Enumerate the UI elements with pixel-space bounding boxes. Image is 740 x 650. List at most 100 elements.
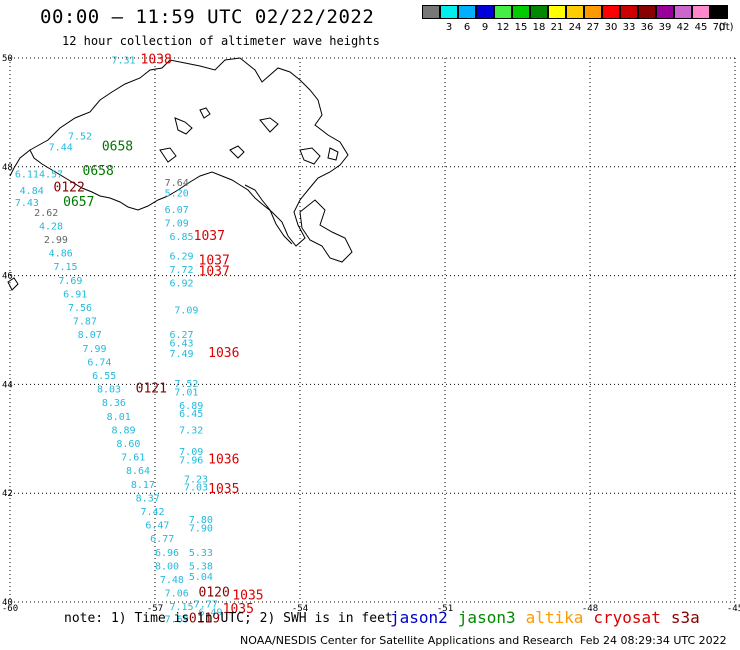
units-note: note: 1) Time is in UTC; 2) SWH is in fe… xyxy=(64,611,393,626)
colorbar-swatch xyxy=(710,5,728,19)
wave-height-label: 6.55 xyxy=(92,371,116,382)
pass-time-label: 1035 xyxy=(223,602,254,617)
wave-height-label: 7.96 xyxy=(179,455,203,466)
colorbar-swatch xyxy=(584,5,602,19)
wave-height-label: 2.99 xyxy=(44,235,68,246)
colorbar-swatch xyxy=(494,5,512,19)
wave-height-label: 7.90 xyxy=(189,523,213,534)
wave-height-label: 4.57 xyxy=(39,170,63,181)
pass-time-label: 1036 xyxy=(208,346,239,361)
wave-height-label: 8.03 xyxy=(97,385,121,396)
coastline-segment xyxy=(29,57,349,247)
colorbar-swatch xyxy=(458,5,476,19)
colorbar-swatch xyxy=(602,5,620,19)
wave-height-label: 6.29 xyxy=(170,251,194,262)
coastline-segment xyxy=(174,117,193,135)
wave-height-label: 7.77 xyxy=(194,599,218,610)
wave-height-label: 6.45 xyxy=(179,409,203,420)
wave-height-label: 7.80 xyxy=(189,515,213,526)
wave-height-label: 6.43 xyxy=(170,338,194,349)
wave-height-label: 8.01 xyxy=(107,412,131,423)
page-title: 00:00 – 11:59 UTC 02/22/2022 xyxy=(40,6,375,28)
lon-tick-label: -54 xyxy=(292,604,308,614)
wave-height-label: 6.91 xyxy=(63,289,87,300)
wave-height-label: 6.27 xyxy=(170,330,194,341)
satellite-legend-jason3: jason3 xyxy=(457,608,516,627)
colorbar-swatch xyxy=(530,5,548,19)
pass-time-label: 1037 xyxy=(194,229,225,244)
wave-height-label: 7.48 xyxy=(160,575,184,586)
wave-height-label: 6.77 xyxy=(150,534,174,545)
wave-height-label: 7.01 xyxy=(174,387,198,398)
wave-height-label: 7.52 xyxy=(174,379,198,390)
pass-time-label: 1036 xyxy=(208,452,239,467)
colorbar-tick-label: 27 xyxy=(586,22,600,33)
wave-height-label: 7.09 xyxy=(179,447,203,458)
pass-time-label: 0658 xyxy=(102,139,133,154)
colorbar-tick-label: 39 xyxy=(658,22,672,33)
wave-height-label: 6.96 xyxy=(155,548,179,559)
wave-height-label: 8.17 xyxy=(131,480,155,491)
pass-time-label: 1035 xyxy=(232,588,263,603)
wave-height-label: 8.89 xyxy=(112,425,136,436)
colorbar-swatch xyxy=(512,5,530,19)
satellite-legend: jason2 jason3 altika cryosat s3a xyxy=(390,608,710,627)
wave-height-label: 7.69 xyxy=(58,276,82,287)
satellite-legend-cryosat: cryosat xyxy=(593,608,661,627)
lon-tick-label: -60 xyxy=(2,604,18,614)
pass-time-label: 0658 xyxy=(83,164,114,179)
wave-height-label: 7.43 xyxy=(15,198,39,209)
pass-time-label: 0120 xyxy=(199,586,230,601)
colorbar-tick-label: 42 xyxy=(676,22,690,33)
wave-height-label: 7.31 xyxy=(112,55,136,66)
wave-height-label: 7.09 xyxy=(174,306,198,317)
pass-time-label: 0121 xyxy=(136,382,167,397)
lat-tick-label: 48 xyxy=(2,163,13,173)
lat-tick-label: 46 xyxy=(2,272,13,282)
pass-time-label: 1038 xyxy=(141,52,172,67)
colorbar-tick-label: 3 xyxy=(445,22,453,33)
colorbar-swatch xyxy=(440,5,458,19)
wave-height-label: 6.74 xyxy=(87,357,111,368)
wave-height-label: 7.72 xyxy=(170,265,194,276)
coastline-segment xyxy=(7,277,19,291)
wave-height-label: 6.11 xyxy=(15,170,39,181)
wave-height-label: 4.28 xyxy=(39,221,63,232)
wave-height-label: 7.32 xyxy=(179,425,203,436)
colorbar-swatch xyxy=(692,5,710,19)
colorbar-swatch xyxy=(620,5,638,19)
wave-height-label: 7.87 xyxy=(73,317,97,328)
colorbar-units: (ft) xyxy=(718,22,734,33)
colorbar-tick-label: 6 xyxy=(463,22,471,33)
lat-lon-grid xyxy=(9,57,736,603)
wave-height-label: 5.38 xyxy=(189,561,213,572)
wave-height-label: 7.99 xyxy=(83,344,107,355)
coastline-segment xyxy=(244,184,293,245)
axis-tick-labels: -60 -57 -54 -51 -48 -45 50 48 46 44 42 40 xyxy=(2,54,740,614)
generation-timestamp: Feb 24 08:29:34 UTC 2022 xyxy=(580,634,727,647)
wave-height-label: 6.07 xyxy=(165,205,189,216)
colorbar-swatch xyxy=(656,5,674,19)
wave-height-label: 2.62 xyxy=(34,208,58,219)
wave-height-label: 7.23 xyxy=(184,474,208,485)
wave-height-label: 7.03 xyxy=(184,482,208,493)
wave-height-label: 7.56 xyxy=(68,303,92,314)
lat-tick-label: 42 xyxy=(2,489,13,499)
pass-time-label: 0122 xyxy=(54,180,85,195)
wave-height-label: 7.15 xyxy=(54,262,78,273)
lon-tick-label: -51 xyxy=(437,604,453,614)
satellite-legend-s3a: s3a xyxy=(670,608,700,627)
coastline-segment xyxy=(9,149,31,177)
colorbar-tick-label: 45 xyxy=(694,22,708,33)
wave-height-label: 7.09 xyxy=(165,219,189,230)
wave-height-label: 7.42 xyxy=(141,507,165,518)
lat-tick-label: 40 xyxy=(2,598,13,608)
wave-height-label: 8.07 xyxy=(78,330,102,341)
coastline-segment xyxy=(299,199,353,263)
wave-height-label: 5.33 xyxy=(189,548,213,559)
wave-height-label: 8.00 xyxy=(155,561,179,572)
wave-height-label: 8.37 xyxy=(136,493,160,504)
wave-height-label: 7.44 xyxy=(49,142,73,153)
lat-tick-label: 50 xyxy=(2,54,13,64)
